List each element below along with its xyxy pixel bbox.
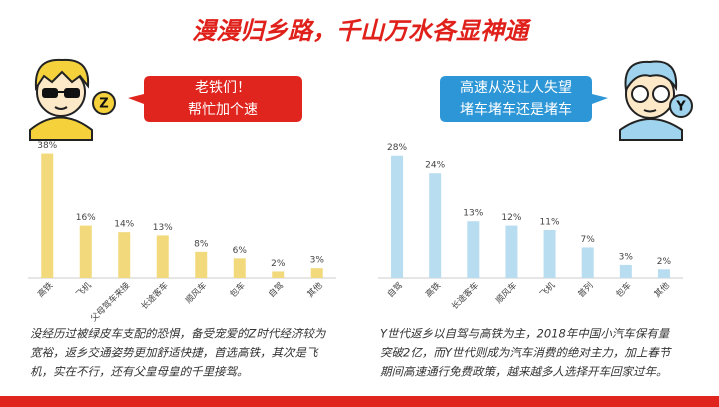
value-label: 7% [581,235,596,245]
bar [118,232,131,278]
bar [619,264,632,278]
value-label: 16% [76,213,96,223]
character-right [619,60,693,141]
bubble-text: 堵车堵车还是堵车 [460,101,572,118]
value-label: 38% [37,141,57,151]
page-title: 漫漫归乡路，千山万水各显神通 [192,17,532,45]
bar [156,235,169,278]
value-label: 6% [233,246,248,256]
value-label: 14% [114,220,134,230]
bar [233,258,246,278]
value-label: 8% [194,239,209,249]
bar [543,229,556,278]
caption: 机，实在不行，还有父皇母皇的千里接驾。 [30,365,249,379]
bar [195,251,208,278]
caption: 没经历过被绿皮车支配的恐惧，备受宠爱的Z时代经济较为 [30,327,327,341]
value-label: 2% [657,257,672,267]
value-label: 11% [540,217,560,227]
value-label: 28% [387,143,407,153]
bar [429,173,442,278]
caption: 突破2亿，而Y世代则成为汽车消费的绝对主力，加上春节 [380,346,672,360]
bar [467,221,480,278]
footer-stripe [0,396,719,407]
badge: Z [99,97,108,112]
bubble-text: 老铁们！ [195,80,251,96]
caption: 宽裕，返乡交通姿势更加舒适快捷，首选高铁，其次是飞 [30,346,319,360]
caption: 期间高速通行免费政策，越来越多人选择开车回家过年。 [380,365,668,379]
bar [272,271,285,278]
bar [41,153,54,278]
value-label: 13% [463,209,483,219]
bar [505,225,518,278]
character-left [29,58,116,141]
caption: Y世代返乡以自驾与高铁为主，2018年中国小汽车保有量 [380,327,671,341]
value-label: 2% [271,259,286,269]
value-label: 3% [310,256,325,266]
bubble-text: 高速从没让人失望 [460,79,572,96]
badge: Y [675,100,686,115]
value-label: 13% [153,223,173,233]
bar [79,225,92,278]
bar [391,155,404,278]
bar [581,247,594,278]
speech-bubble [440,76,608,122]
bar [310,268,323,278]
speech-bubble [128,76,302,122]
value-label: 3% [619,252,634,262]
bubble-text: 帮忙加个速 [188,102,258,118]
value-label: 24% [425,161,445,171]
value-label: 12% [501,213,521,223]
bar [657,269,670,278]
